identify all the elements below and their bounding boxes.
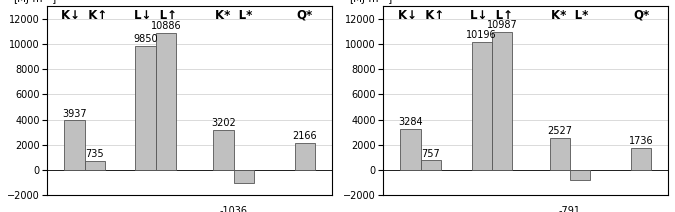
Bar <box>234 170 254 183</box>
Text: 2527: 2527 <box>547 127 572 137</box>
Text: K*  L*: K* L* <box>215 9 252 22</box>
Bar <box>84 161 105 170</box>
Bar <box>64 120 84 170</box>
Bar <box>549 138 570 170</box>
Bar <box>400 128 421 170</box>
Text: 10196: 10196 <box>466 30 497 40</box>
Text: 3202: 3202 <box>211 118 236 128</box>
Text: L↓  L↑: L↓ L↑ <box>470 9 514 22</box>
Text: 3937: 3937 <box>62 109 86 119</box>
Text: K*  L*: K* L* <box>551 9 589 22</box>
Text: K↓  K↑: K↓ K↑ <box>398 9 444 22</box>
Bar <box>213 130 234 170</box>
Bar <box>570 170 590 180</box>
Bar <box>421 160 441 170</box>
Text: 10987: 10987 <box>487 20 518 30</box>
Bar <box>156 33 176 170</box>
Bar <box>136 46 156 170</box>
Text: Q*: Q* <box>297 9 313 22</box>
Bar <box>472 42 492 170</box>
Text: 9850: 9850 <box>133 34 158 44</box>
Bar <box>492 32 512 170</box>
Text: L↓  L↑: L↓ L↑ <box>134 9 178 22</box>
Text: [MJ·m⁻²]: [MJ·m⁻²] <box>13 0 56 4</box>
Text: -1036: -1036 <box>220 206 248 212</box>
Text: Q*: Q* <box>633 9 649 22</box>
Bar <box>631 148 651 170</box>
Text: [MJ·m⁻²]: [MJ·m⁻²] <box>349 0 392 4</box>
Text: 1736: 1736 <box>629 136 653 146</box>
Text: -791: -791 <box>559 206 581 212</box>
Text: K↓  K↑: K↓ K↑ <box>61 9 108 22</box>
Text: 757: 757 <box>421 149 440 159</box>
Bar <box>295 143 315 170</box>
Text: 10886: 10886 <box>151 21 182 31</box>
Text: 735: 735 <box>86 149 104 159</box>
Text: 3284: 3284 <box>398 117 423 127</box>
Text: 2166: 2166 <box>293 131 317 141</box>
